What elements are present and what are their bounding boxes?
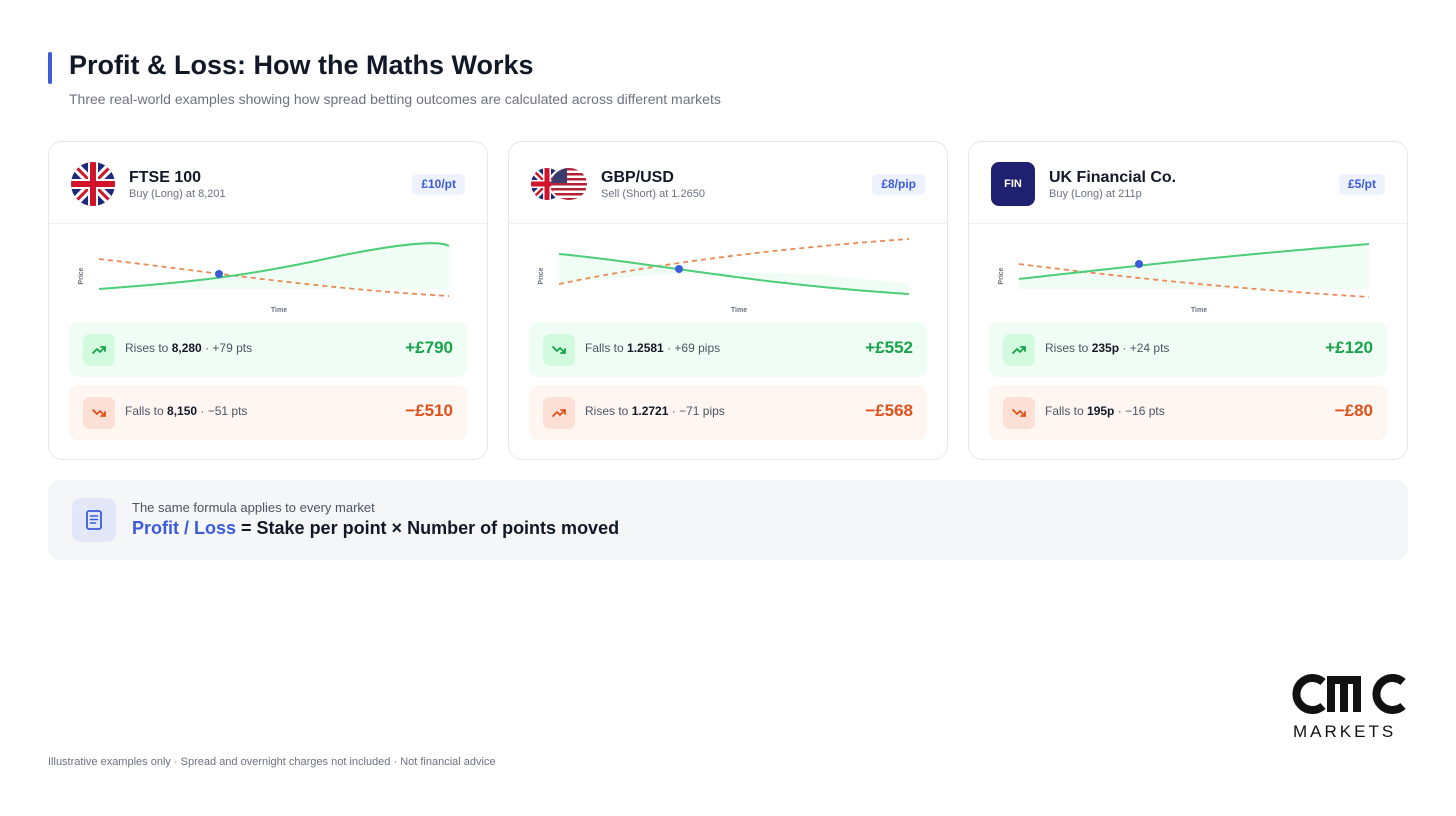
loss-line	[1018, 263, 1370, 298]
x-axis-label: Time	[271, 307, 287, 314]
card-header: FIN UK Financial Co. Buy (Long) at 211p …	[969, 142, 1407, 224]
price-chart: Price Time	[538, 238, 910, 314]
loss-line	[558, 238, 910, 285]
card-ftse-100: FTSE 100 Buy (Long) at 8,201 £10/pt Pric…	[48, 141, 488, 460]
profit-area	[99, 243, 449, 289]
card-uk-financial: FIN UK Financial Co. Buy (Long) at 211p …	[968, 141, 1408, 460]
cmc-logo-mark	[1292, 674, 1406, 714]
uk-flag-icon	[71, 162, 115, 206]
page-subtitle: Three real-world examples showing how sp…	[69, 91, 721, 107]
outcome-result: −£568	[865, 401, 913, 420]
profit-line	[98, 242, 450, 290]
brand-subtitle: MARKETS	[1293, 722, 1397, 741]
card-gbp-usd: GBP/USD Sell (Short) at 1.2650 £8/pip Pr…	[508, 141, 948, 460]
trend-up-icon	[543, 397, 575, 429]
x-axis-label: Time	[1191, 307, 1207, 314]
market-name: UK Financial Co.	[1049, 169, 1177, 186]
profit-area	[1019, 244, 1369, 289]
trend-up-icon	[1003, 334, 1035, 366]
market-position: Sell (Short) at 1.2650	[601, 188, 705, 200]
formula-panel: The same formula applies to every market…	[48, 480, 1408, 560]
accent-bar	[48, 52, 52, 84]
outcome-result: +£790	[405, 338, 453, 357]
outcome-gain: Falls to 1.2581 · +69 pips +£552	[529, 322, 927, 377]
company-logo: FIN	[991, 162, 1035, 206]
price-chart: Price Time	[78, 242, 450, 314]
x-axis-label: Time	[731, 307, 747, 314]
price-chart: Price Time	[998, 243, 1370, 314]
outcome-loss: Falls to 8,150 · −51 pts −£510	[69, 385, 467, 440]
outcome-text: Falls to 8,150 · −51 pts	[125, 404, 248, 418]
trend-down-icon	[1003, 397, 1035, 429]
market-name: GBP/USD	[601, 169, 674, 186]
y-axis-label: Price	[78, 267, 85, 284]
stake-badge: £8/pip	[872, 174, 925, 195]
outcome-text: Falls to 1.2581 · +69 pips	[585, 341, 721, 355]
market-name: FTSE 100	[129, 169, 202, 186]
uk-us-flags-icon	[531, 168, 587, 200]
profit-area	[559, 254, 909, 294]
loss-line	[98, 258, 450, 297]
outcome-gain: Rises to 235p · +24 pts +£120	[989, 322, 1387, 377]
outcome-result: −£510	[405, 401, 453, 420]
entry-point	[215, 270, 223, 278]
stake-badge: £10/pt	[412, 174, 465, 195]
profit-line	[558, 253, 910, 295]
trend-down-icon	[83, 397, 115, 429]
page-title: Profit & Loss: How the Maths Works	[69, 50, 534, 80]
market-position: Buy (Long) at 211p	[1049, 188, 1142, 200]
trend-down-icon	[543, 334, 575, 366]
cmc-markets-logo: MARKETS	[1289, 672, 1409, 744]
trend-up-icon	[83, 334, 115, 366]
outcome-text: Rises to 8,280 · +79 pts	[125, 341, 253, 355]
card-header: GBP/USD Sell (Short) at 1.2650 £8/pip	[509, 142, 947, 224]
market-position: Buy (Long) at 8,201	[129, 188, 226, 200]
outcome-result: +£120	[1325, 338, 1373, 357]
profit-line	[1018, 243, 1370, 280]
entry-point	[675, 265, 683, 273]
card-header: FTSE 100 Buy (Long) at 8,201 £10/pt	[49, 142, 487, 224]
y-axis-label: Price	[538, 267, 545, 284]
outcome-text: Rises to 1.2721 · −71 pips	[585, 404, 725, 418]
outcome-text: Rises to 235p · +24 pts	[1045, 341, 1170, 355]
document-icon	[72, 498, 116, 542]
formula-equation: Profit / Loss = Stake per point × Number…	[132, 518, 620, 538]
outcome-result: +£552	[865, 338, 913, 357]
outcome-gain: Rises to 8,280 · +79 pts +£790	[69, 322, 467, 377]
stake-badge: £5/pt	[1338, 174, 1385, 195]
outcome-loss: Rises to 1.2721 · −71 pips −£568	[529, 385, 927, 440]
example-cards: FTSE 100 Buy (Long) at 8,201 £10/pt Pric…	[48, 141, 1408, 460]
y-axis-label: Price	[998, 267, 1005, 284]
disclaimer: Illustrative examples only · Spread and …	[48, 756, 496, 768]
entry-point	[1135, 260, 1143, 268]
outcome-text: Falls to 195p · −16 pts	[1045, 404, 1165, 418]
outcome-loss: Falls to 195p · −16 pts −£80	[989, 385, 1387, 440]
formula-caption: The same formula applies to every market	[132, 500, 375, 515]
outcome-result: −£80	[1334, 401, 1373, 420]
